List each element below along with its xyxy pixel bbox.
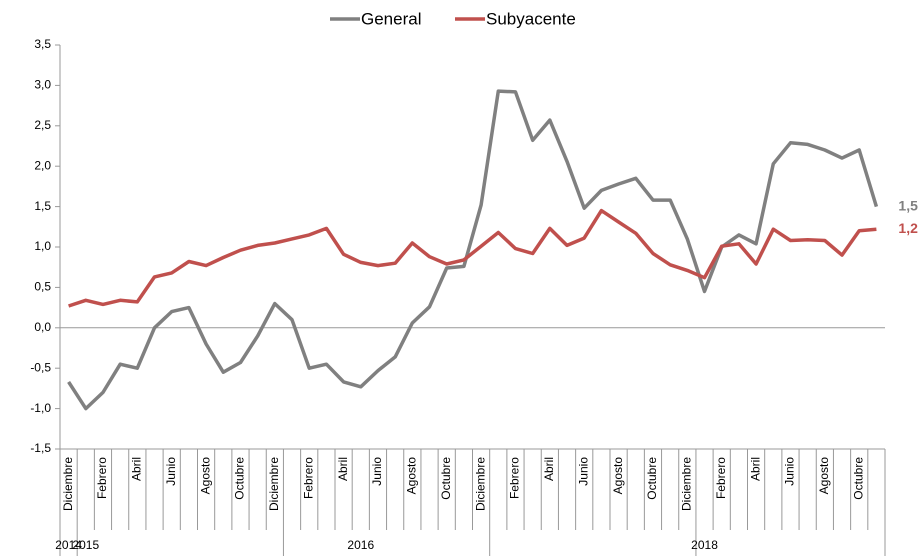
y-tick-label: 1,5 <box>34 199 51 213</box>
y-tick-label: 0,5 <box>34 280 51 294</box>
x-tick-label: Diciembre <box>267 457 281 511</box>
x-tick-label: Diciembre <box>473 457 487 511</box>
x-tick-label: Junio <box>576 457 590 486</box>
x-tick-label: Agosto <box>611 457 625 495</box>
x-tick-label: Abril <box>542 457 556 481</box>
x-tick-label: Agosto <box>405 457 419 495</box>
year-label: 2014 <box>55 538 82 552</box>
x-tick-label: Junio <box>783 457 797 486</box>
year-label: 2016 <box>347 538 374 552</box>
x-tick-label: Febrero <box>508 457 522 499</box>
x-tick-label: Octubre <box>645 457 659 500</box>
x-tick-label: Diciembre <box>61 457 75 511</box>
legend-label: General <box>361 9 421 28</box>
y-tick-label: 1,0 <box>34 239 51 253</box>
x-tick-label: Agosto <box>198 457 212 495</box>
legend-label: Subyacente <box>486 9 576 28</box>
year-label: 2015 <box>72 538 99 552</box>
data-label: 1,5 <box>898 197 918 213</box>
x-tick-label: Octubre <box>233 457 247 500</box>
x-tick-label: Febrero <box>301 457 315 499</box>
x-tick-label: Octubre <box>851 457 865 500</box>
y-tick-label: 2,0 <box>34 158 51 172</box>
y-tick-label: -0,5 <box>30 360 51 374</box>
series-line <box>67 89 879 411</box>
year-label: 2018 <box>691 538 718 552</box>
y-tick-label: -1,5 <box>30 441 51 455</box>
y-tick-label: 3,0 <box>34 78 51 92</box>
y-tick-label: 0,0 <box>34 320 51 334</box>
y-tick-label: 3,5 <box>34 37 51 51</box>
x-tick-label: Abril <box>130 457 144 481</box>
x-tick-label: Abril <box>336 457 350 481</box>
x-tick-label: Diciembre <box>680 457 694 511</box>
data-label: 1,2 <box>898 220 918 236</box>
x-tick-label: Febrero <box>95 457 109 499</box>
x-tick-label: Agosto <box>817 457 831 495</box>
series-line <box>68 208 877 308</box>
x-tick-label: Abril <box>748 457 762 481</box>
x-tick-label: Junio <box>164 457 178 486</box>
x-tick-label: Febrero <box>714 457 728 499</box>
x-tick-label: Octubre <box>439 457 453 500</box>
y-tick-label: 2,5 <box>34 118 51 132</box>
y-tick-label: -1,0 <box>30 401 51 415</box>
x-tick-label: Junio <box>370 457 384 486</box>
